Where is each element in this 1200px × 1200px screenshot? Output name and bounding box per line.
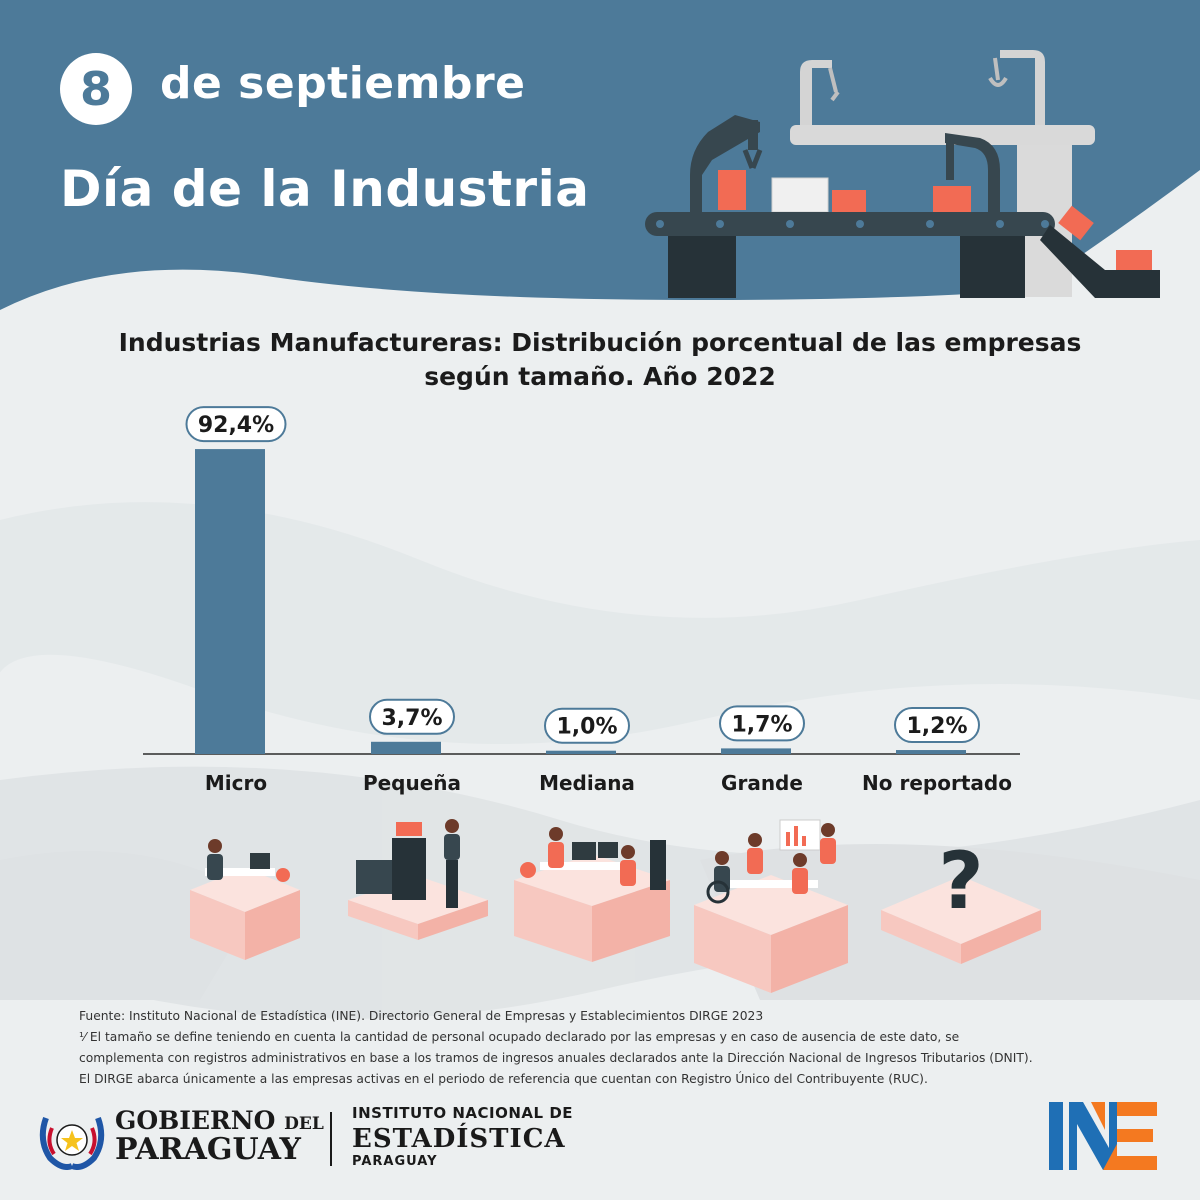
platform-left-0 [190,890,245,960]
data-label-pill-2 [544,707,630,744]
platform-left-1 [348,900,418,940]
question-mark-icon: ? [938,837,983,927]
gobierno-word: GOBIERNO [115,1106,276,1135]
footer-divider [330,1112,332,1166]
data-label-2: 1,0% [556,715,617,740]
desk-mediana [540,862,630,870]
chart-title: Industrias Manufactureras: Distribución … [0,326,1200,394]
desk-micro [205,868,275,876]
platform-right-1 [418,900,488,940]
footnote-line-4: El DIRGE abarca únicamente a las empresa… [79,1072,928,1086]
bar-chart: 92,4% Micro 3,7% Pequeña 1,0% Mediana 1,7% Gran… [143,406,1041,993]
person-head-pequena [445,819,459,833]
data-label-pill-1 [369,698,455,735]
data-label-pill-3 [719,705,805,742]
plant-micro [276,868,290,882]
person-body-mediana-1 [548,842,564,868]
footnote-line-2: ¹⁄ El tamaño se define teniendo en cuent… [79,1030,960,1044]
plant-mediana [520,862,536,878]
date-day-badge: 8 [60,53,132,125]
person-body-grande-4 [792,868,808,894]
ine-line-3: PARAGUAY [352,1154,438,1169]
bar-4 [896,750,966,754]
chart-bar-b [794,826,798,846]
person-body-mediana-2 [620,860,636,886]
footnote-source: Fuente: Instituto Nacional de Estadístic… [79,1009,764,1023]
platform-left-2 [514,880,592,962]
del-word: DEL [284,1114,324,1134]
category-label-3: Grande [721,771,803,795]
person-head-mediana-1 [549,827,563,841]
footnote-line-3: complementa con registros administrativo… [79,1051,1033,1065]
data-label-pill-4 [894,707,980,744]
data-label-pill-0 [185,406,287,443]
category-label-4: No reportado [862,771,1012,795]
ine-logo-icon [1049,1102,1157,1170]
chart-title-line-2: según tamaño. Año 2022 [424,362,776,391]
data-label-0: 92,4% [198,413,274,438]
platform-left-4 [881,910,961,964]
person-body-pequena [444,834,460,860]
platform-right-0 [245,890,300,960]
platform-right-2 [592,880,670,962]
factory-conveyor-illustration [645,50,1160,298]
monitor-micro [250,853,270,869]
wheelchair-wheel [706,880,730,904]
books-pequena [396,822,422,836]
data-label-1: 3,7% [381,706,442,731]
platform-left-3 [694,905,771,993]
page-title: Día de la Industria [60,160,590,218]
category-label-2: Mediana [539,771,635,795]
platform-right-3 [771,905,848,993]
person-head-grande-1 [748,833,762,847]
gobierno-del-paraguay-wordmark: GOBIERNO DEL PARAGUAY [115,1108,324,1165]
ine-wordmark: INSTITUTO NACIONAL DE ESTADÍSTICA PARAGU… [352,1104,573,1169]
footnote: Fuente: Instituto Nacional de Estadístic… [79,1006,1159,1090]
platform-right-4 [961,910,1041,964]
legs-pequena [446,860,458,908]
data-label-4: 1,2% [906,714,967,739]
bar-3 [721,748,791,754]
cabinet-pequena [392,838,426,900]
person-head-micro [208,839,222,853]
person-body-micro [207,854,223,880]
person-head-grande-2 [821,823,835,837]
person-head-grande-4 [793,853,807,867]
person-head-grande-3 [715,851,729,865]
person-head-mediana-2 [621,845,635,859]
bar-0 [195,449,265,754]
monitor-mediana-2 [598,842,618,858]
monitor-mediana-1 [572,842,596,860]
person-body-grande-2 [820,838,836,864]
bar-2 [546,750,616,754]
chart-title-line-1: Industrias Manufactureras: Distribución … [118,328,1082,357]
water-cooler-mediana [650,840,666,890]
bar-1 [371,741,441,754]
date-month-text: de septiembre [160,58,526,109]
category-label-0: Micro [205,771,267,795]
meeting-table [728,880,818,888]
paraguay-seal-icon [39,1116,105,1170]
data-label-3: 1,7% [731,712,792,737]
paraguay-word: PARAGUAY [115,1132,301,1167]
chart-bar-c [802,836,806,846]
person-body-grande-1 [747,848,763,874]
ine-line-1: INSTITUTO NACIONAL DE [352,1104,574,1122]
ine-line-2: ESTADÍSTICA [352,1124,566,1154]
chart-bar-a [786,832,790,846]
category-label-1: Pequeña [363,771,461,795]
